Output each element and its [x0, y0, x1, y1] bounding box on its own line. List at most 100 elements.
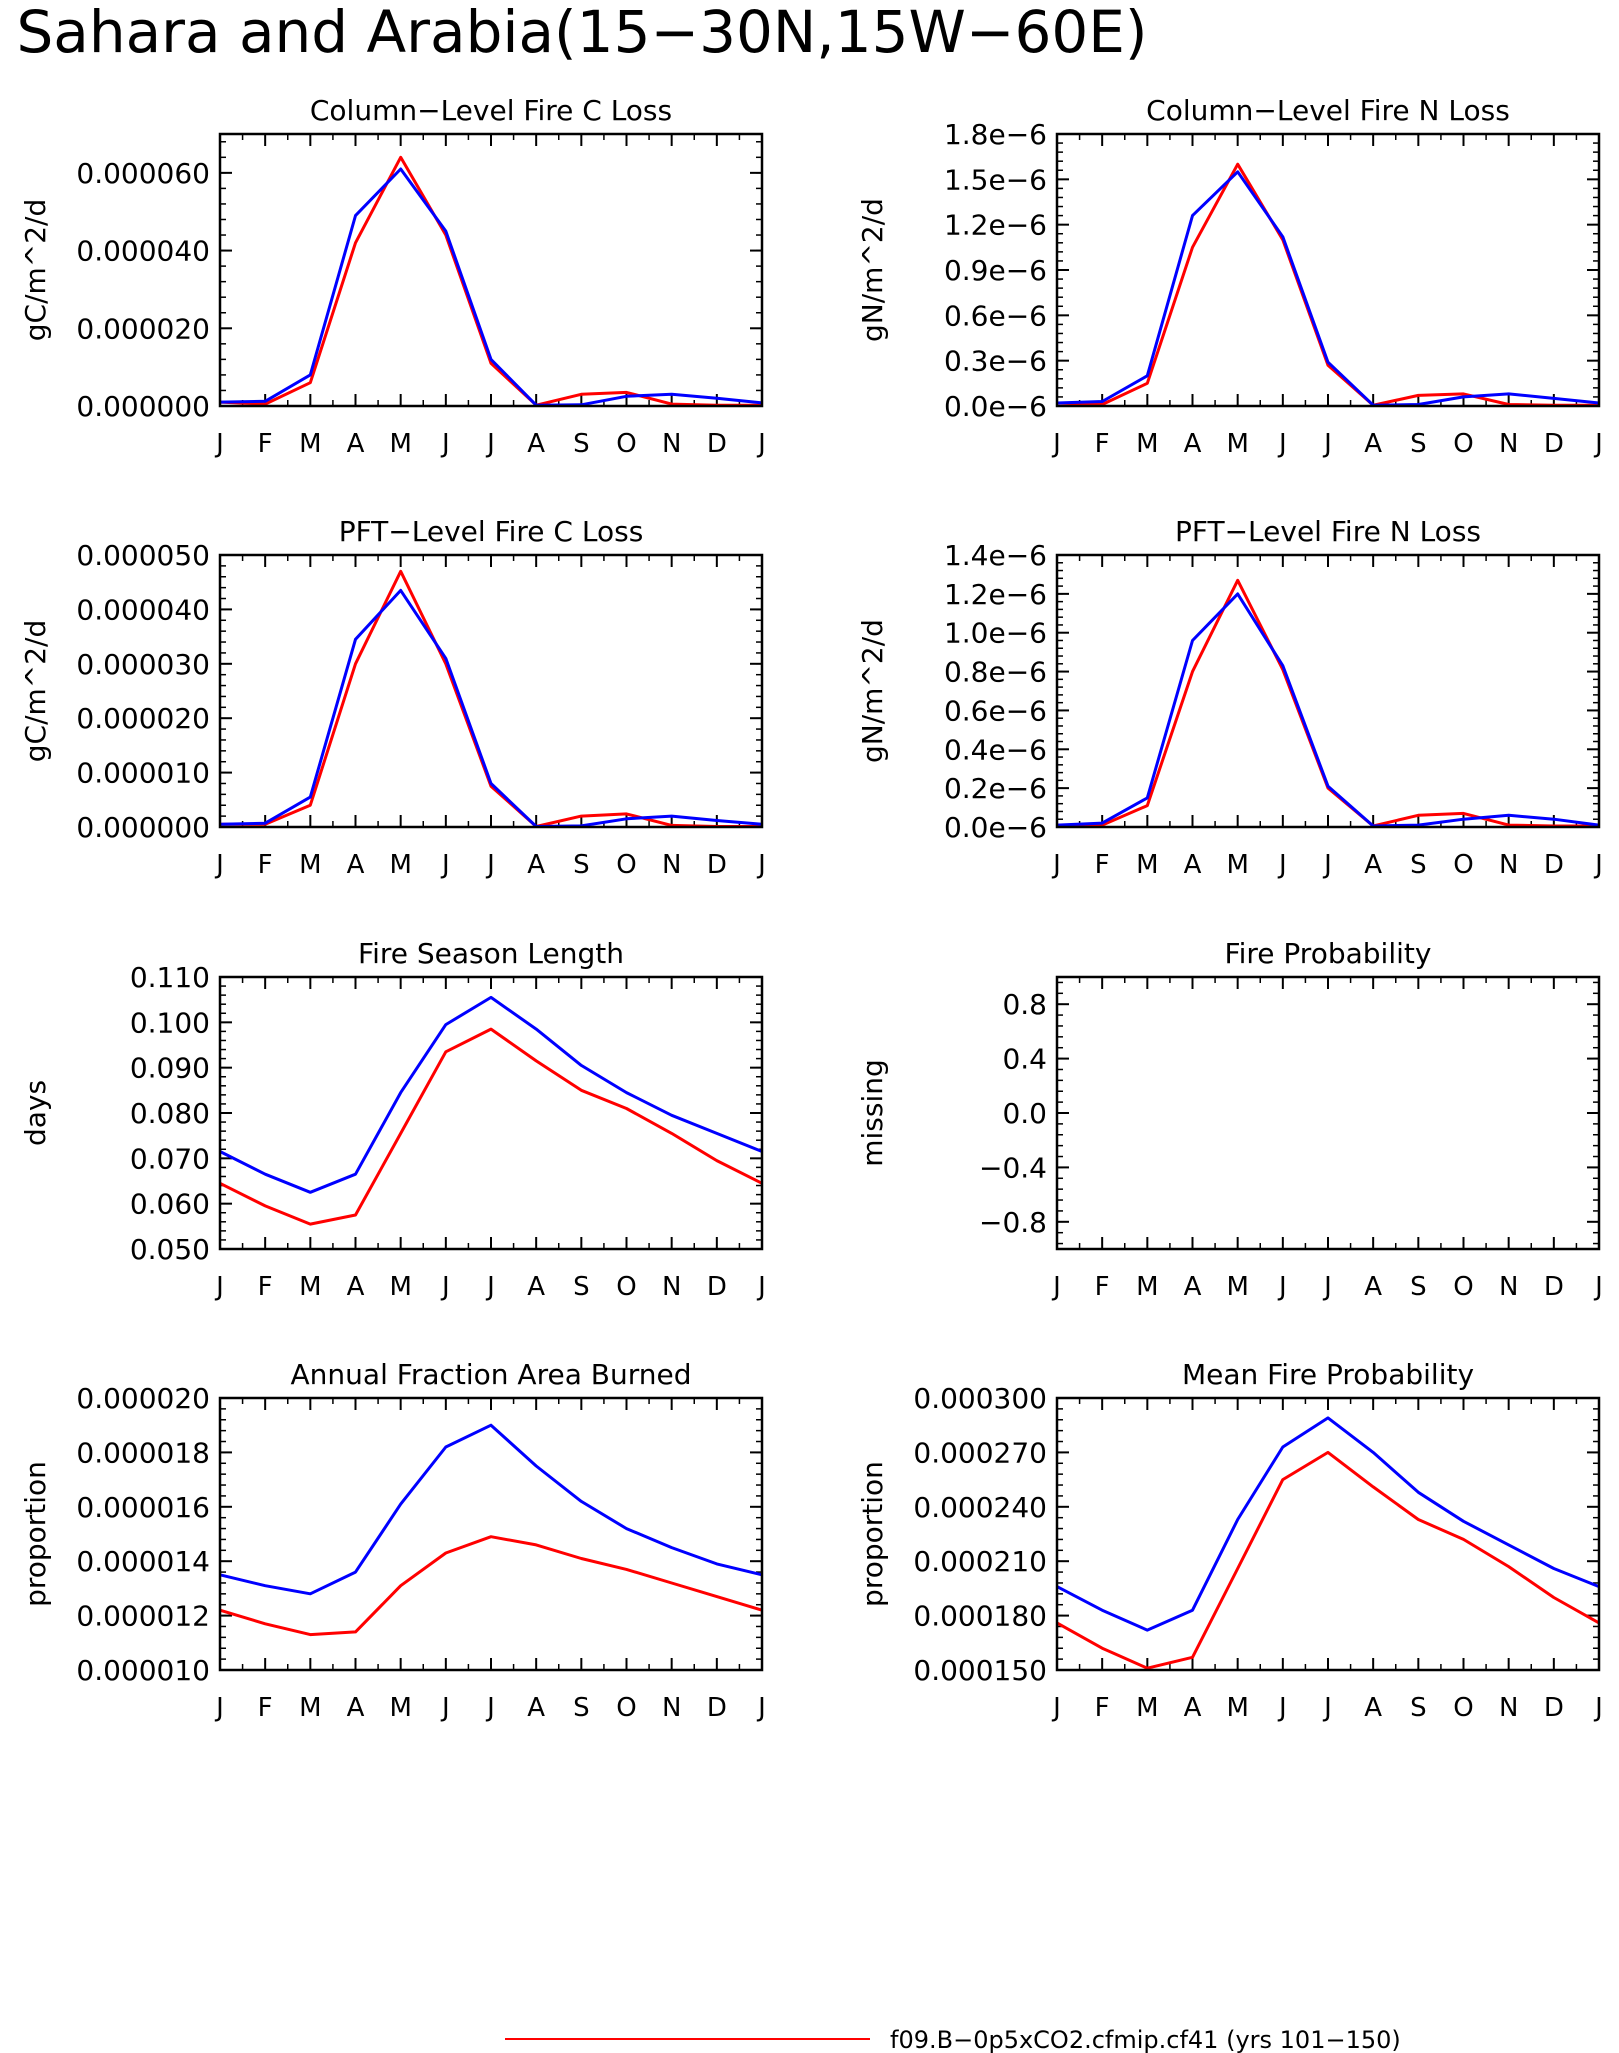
series-line-red [1056, 162, 1599, 407]
y-tick-label: 0.000150 [913, 1654, 1047, 1687]
y-tick-label: 0.2e−6 [944, 772, 1047, 805]
x-tick-label: O [1453, 1693, 1473, 1723]
x-tick-label: F [1095, 1693, 1110, 1723]
x-tick-label: D [1544, 429, 1564, 459]
y-tick-label: 1.4e−6 [944, 539, 1047, 572]
x-tick-label: N [1499, 1272, 1518, 1302]
x-tick-label: A [527, 1693, 545, 1723]
x-tick-label: S [573, 1693, 590, 1723]
x-tick-label: S [1410, 1272, 1427, 1302]
legend-label: f09.B−0p5xCO2.cfmip.cf41 (yrs 101−150) [890, 2026, 1401, 2053]
chart-title: Mean Fire Probability [1182, 1358, 1474, 1391]
x-tick-label: F [258, 429, 273, 459]
x-tick-label: J [1051, 1693, 1061, 1723]
x-tick-label: O [616, 1272, 636, 1302]
y-tick-label: 0.3e−6 [944, 345, 1047, 378]
x-tick-label: A [527, 429, 545, 459]
y-tick-label: 0.0e−6 [944, 811, 1047, 844]
plot-frame [218, 975, 764, 1251]
x-tick-label: O [1453, 1272, 1473, 1302]
plot-frame [218, 132, 764, 408]
x-tick-label: M [1226, 850, 1248, 880]
y-tick-label: 0.050 [130, 1233, 210, 1266]
y-axis-label: gC/m^2/d [19, 199, 52, 342]
chart-title: Fire Probability [1225, 937, 1432, 970]
y-tick-label: 0.0e−6 [944, 390, 1047, 423]
x-tick-label: J [214, 1693, 224, 1723]
y-tick-label: 0.000240 [913, 1491, 1047, 1524]
plot-frame [218, 1396, 764, 1672]
x-tick-label: S [1410, 429, 1427, 459]
x-tick-label: J [1051, 850, 1061, 880]
x-tick-label: F [1095, 1272, 1110, 1302]
x-tick-label: J [1277, 429, 1287, 459]
page-title: Sahara and Arabia(15−30N,15W−60E) [16, 0, 1147, 66]
y-tick-label: 0.000030 [76, 648, 210, 681]
x-tick-label: F [258, 850, 273, 880]
chart-panel-3: J F M A M J J A S O N D J0.0000000.0000100.0000200.0… [19, 515, 766, 880]
y-tick-label: 0.100 [130, 1006, 210, 1039]
x-tick-label: J [1322, 1272, 1332, 1302]
series-line-red [1056, 1450, 1600, 1670]
x-tick-label: D [1544, 1693, 1564, 1723]
x-tick-label: J [214, 850, 224, 880]
chart-title: Fire Season Length [358, 937, 624, 970]
y-tick-label: 0.090 [130, 1052, 210, 1085]
y-tick-label: 0.000060 [76, 157, 210, 190]
x-tick-label: J [1051, 1272, 1061, 1302]
x-tick-label: M [1136, 429, 1158, 459]
chart-panel-4: J F M A M J J A S O N D J0.0e−60.2e−60.4e−60.6e−60.8… [856, 515, 1603, 880]
x-tick-label: M [299, 850, 321, 880]
y-tick-label: 0.000020 [76, 1382, 210, 1415]
x-tick-label: J [440, 1272, 450, 1302]
x-tick-label: M [1226, 429, 1248, 459]
x-tick-label: N [1499, 850, 1518, 880]
y-axis-label: gC/m^2/d [19, 620, 52, 763]
x-tick-label: J [485, 1693, 495, 1723]
y-tick-label: 0.8 [1002, 988, 1047, 1021]
x-tick-label: A [1364, 850, 1382, 880]
x-tick-label: A [527, 1272, 545, 1302]
y-tick-label: −0.4 [979, 1151, 1047, 1184]
x-tick-label: M [299, 429, 321, 459]
chart-panel-8: J F M A M J J A S O N D J0.0001500.0001800.0002100.0… [856, 1358, 1603, 1723]
y-tick-label: 0.000040 [76, 235, 210, 268]
x-tick-label: D [707, 429, 727, 459]
y-tick-label: 0.080 [130, 1097, 210, 1130]
plot-frame [1055, 553, 1601, 829]
y-tick-label: 1.2e−6 [944, 209, 1047, 242]
x-tick-label: S [573, 1272, 590, 1302]
x-tick-label: A [347, 850, 365, 880]
chart-panel-7: J F M A M J J A S O N D J0.0000100.0000120.0000140.0… [19, 1358, 766, 1723]
y-tick-label: 0.000270 [913, 1436, 1047, 1469]
x-tick-label: A [347, 1693, 365, 1723]
y-tick-label: 0.000010 [76, 1654, 210, 1687]
y-axis-label: proportion [856, 1461, 889, 1607]
y-tick-label: 0.000010 [76, 757, 210, 790]
x-tick-label: J [214, 429, 224, 459]
x-tick-label: S [573, 429, 590, 459]
x-tick-label: M [1226, 1693, 1248, 1723]
y-tick-label: 0.9e−6 [944, 254, 1047, 287]
x-tick-label: S [1410, 1693, 1427, 1723]
series-line-red [219, 1535, 763, 1637]
y-tick-label: 0.8e−6 [944, 656, 1047, 689]
x-tick-label: M [389, 429, 411, 459]
x-tick-label: F [1095, 850, 1110, 880]
x-tick-label: N [1499, 429, 1518, 459]
y-tick-label: 0.000012 [76, 1600, 210, 1633]
x-tick-label: A [1184, 429, 1202, 459]
x-tick-label: N [662, 1693, 681, 1723]
x-tick-label: J [1593, 1272, 1603, 1302]
x-tick-label: J [756, 1693, 766, 1723]
x-tick-label: J [485, 850, 495, 880]
x-tick-label: M [1226, 1272, 1248, 1302]
y-tick-label: 0.6e−6 [944, 694, 1047, 727]
series-line-blue [219, 588, 763, 828]
x-tick-label: O [1453, 850, 1473, 880]
series-line-blue [1056, 592, 1600, 828]
x-tick-label: A [1364, 429, 1382, 459]
x-tick-label: M [389, 1272, 411, 1302]
